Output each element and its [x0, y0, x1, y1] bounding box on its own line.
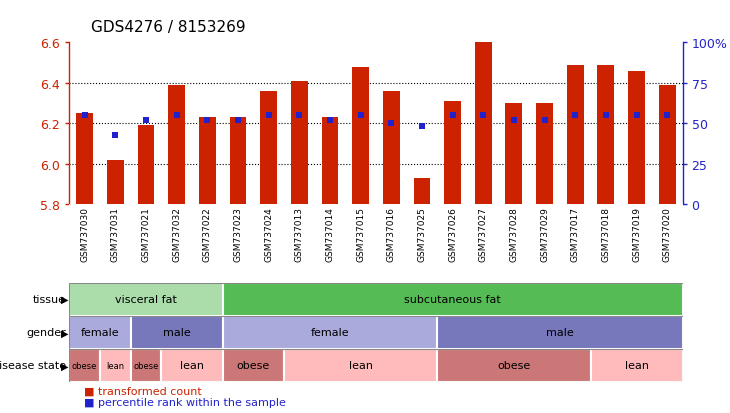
Text: GSM737013: GSM737013 [295, 207, 304, 262]
Text: GSM737028: GSM737028 [510, 207, 518, 261]
Bar [444, 102, 461, 204]
Text: ▶: ▶ [61, 361, 69, 370]
Text: obese: obese [497, 361, 531, 370]
Text: gender: gender [26, 328, 66, 337]
Text: GSM737031: GSM737031 [111, 207, 120, 262]
Bar [137, 126, 155, 204]
Text: female: female [81, 328, 119, 337]
Text: GSM737014: GSM737014 [326, 207, 334, 261]
Bar [352, 67, 369, 204]
Bar [566, 66, 584, 204]
Bar [260, 92, 277, 204]
Bar [161, 349, 223, 382]
Text: ■ transformed count: ■ transformed count [84, 386, 201, 396]
Text: GSM737030: GSM737030 [80, 207, 89, 262]
Bar [107, 160, 124, 204]
Text: ▶: ▶ [61, 328, 69, 337]
Bar [591, 349, 683, 382]
Bar [505, 104, 523, 204]
Text: disease state: disease state [0, 361, 66, 370]
Bar [628, 71, 645, 204]
Bar [658, 85, 676, 204]
Text: GSM737018: GSM737018 [602, 207, 610, 262]
Bar [223, 283, 683, 316]
Bar [437, 349, 591, 382]
Bar [131, 316, 223, 349]
Bar [536, 104, 553, 204]
Bar [223, 349, 284, 382]
Text: lean: lean [349, 361, 372, 370]
Text: subcutaneous fat: subcutaneous fat [404, 294, 501, 304]
Text: male: male [546, 328, 574, 337]
Text: GSM737025: GSM737025 [418, 207, 426, 261]
Text: female: female [311, 328, 349, 337]
Text: GSM737019: GSM737019 [632, 207, 641, 262]
Bar [69, 349, 100, 382]
Text: ▶: ▶ [61, 294, 69, 304]
Text: obese: obese [134, 361, 158, 370]
Text: lean: lean [180, 361, 204, 370]
Bar [413, 178, 431, 204]
Bar [168, 85, 185, 204]
Bar [223, 316, 437, 349]
Bar [383, 92, 400, 204]
Bar [131, 349, 161, 382]
Text: GSM737017: GSM737017 [571, 207, 580, 262]
Bar [284, 349, 437, 382]
Text: GSM737032: GSM737032 [172, 207, 181, 261]
Text: GSM737022: GSM737022 [203, 207, 212, 261]
Bar [69, 316, 131, 349]
Bar [321, 118, 339, 204]
Text: GSM737024: GSM737024 [264, 207, 273, 261]
Text: lean: lean [107, 361, 124, 370]
Text: GDS4276 / 8153269: GDS4276 / 8153269 [91, 20, 246, 35]
Bar [437, 316, 683, 349]
Text: ■ percentile rank within the sample: ■ percentile rank within the sample [84, 397, 286, 407]
Text: GSM737029: GSM737029 [540, 207, 549, 261]
Text: obese: obese [237, 361, 270, 370]
Bar [69, 283, 223, 316]
Text: GSM737027: GSM737027 [479, 207, 488, 261]
Bar [597, 66, 615, 204]
Text: GSM737021: GSM737021 [142, 207, 150, 261]
Text: visceral fat: visceral fat [115, 294, 177, 304]
Text: GSM737020: GSM737020 [663, 207, 672, 261]
Text: GSM737016: GSM737016 [387, 207, 396, 262]
Text: lean: lean [625, 361, 648, 370]
Text: GSM737026: GSM737026 [448, 207, 457, 261]
Bar [474, 41, 492, 204]
Bar [76, 114, 93, 204]
Bar [229, 118, 247, 204]
Text: GSM737015: GSM737015 [356, 207, 365, 262]
Bar [291, 82, 308, 204]
Text: obese: obese [72, 361, 97, 370]
Text: male: male [163, 328, 191, 337]
Bar [199, 118, 216, 204]
Text: GSM737023: GSM737023 [234, 207, 242, 261]
Text: tissue: tissue [33, 294, 66, 304]
Bar [100, 349, 131, 382]
